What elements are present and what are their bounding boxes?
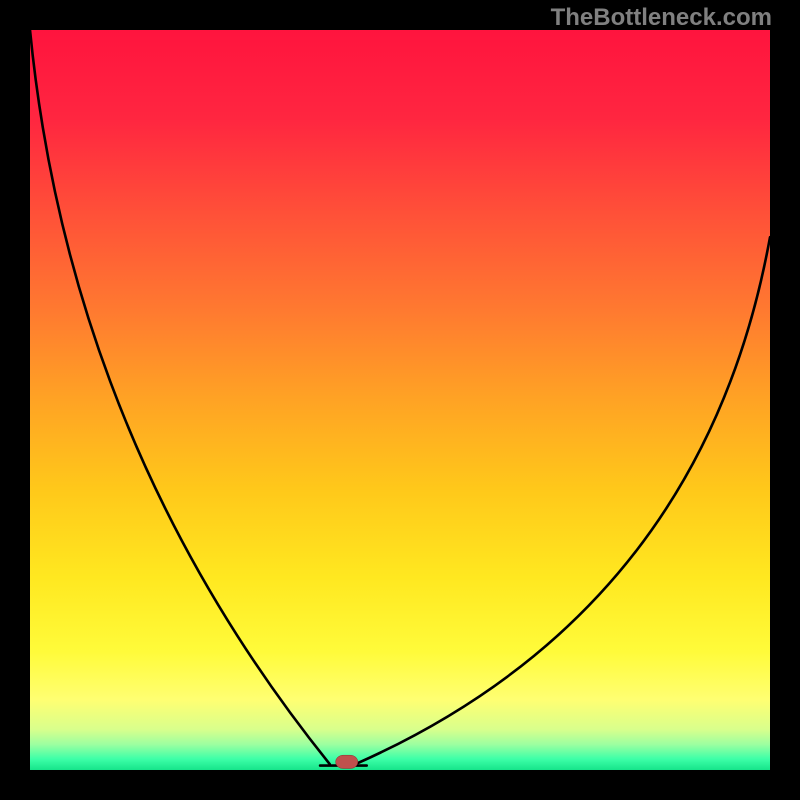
stage: TheBottleneck.com xyxy=(0,0,800,800)
plot-background xyxy=(30,30,770,770)
chart-svg xyxy=(0,0,800,800)
bottleneck-marker xyxy=(336,755,358,768)
watermark-text: TheBottleneck.com xyxy=(551,4,772,32)
